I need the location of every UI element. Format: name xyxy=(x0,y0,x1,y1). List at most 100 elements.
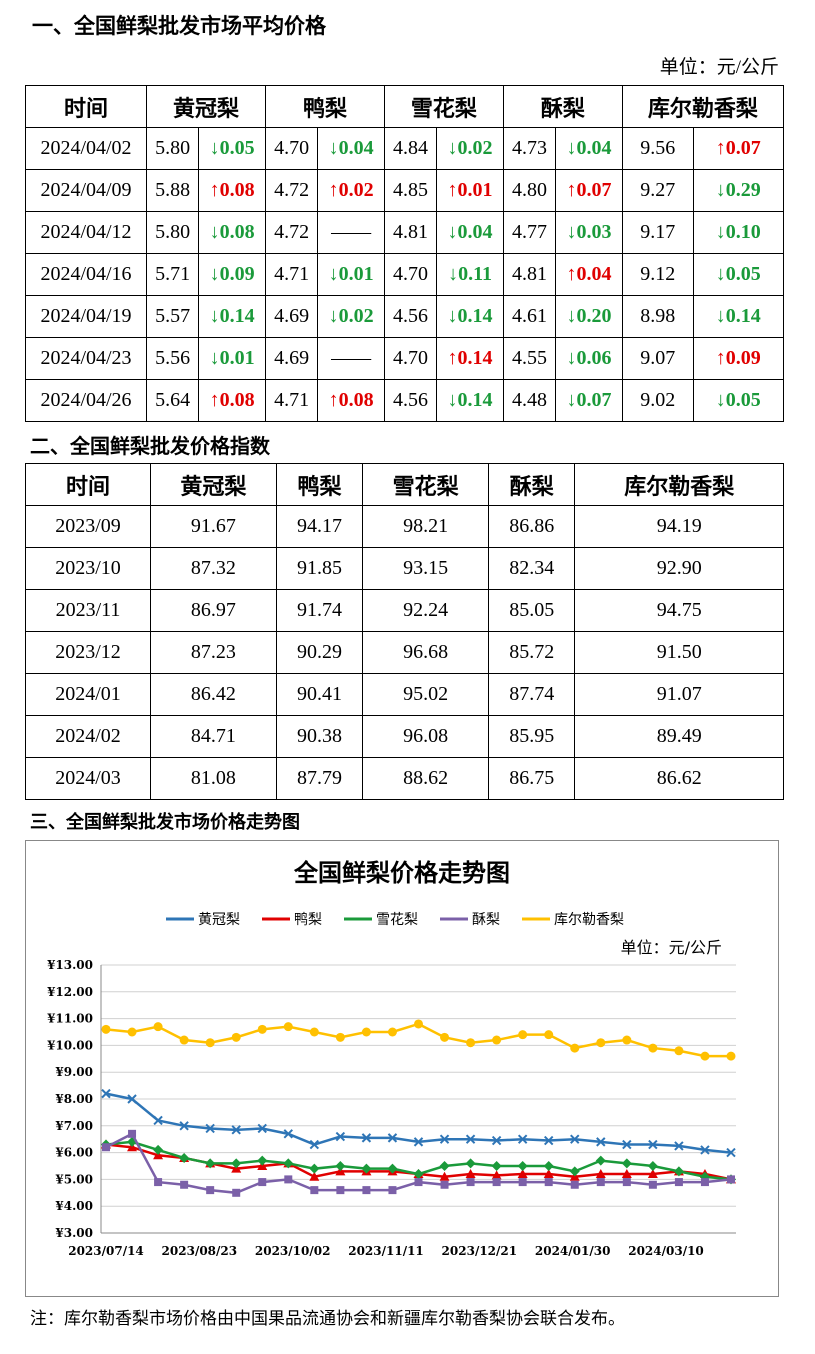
y-tick-label: ¥13.00 xyxy=(47,958,93,972)
index-cell: 85.05 xyxy=(488,589,576,632)
table1-header-row: 时间 黄冠梨 鸭梨 雪花梨 酥梨 库尔勒香梨 xyxy=(25,85,785,128)
data-point xyxy=(570,1134,580,1144)
change-cell: ↑0.14 xyxy=(436,337,504,380)
change-value: ↓0.10 xyxy=(715,221,761,243)
table-row: 2024/04/12 5.80 ↓0.08 4.72 —— 4.81 ↓0.04 4.77 ↓0… xyxy=(25,211,785,254)
data-point xyxy=(283,1129,293,1139)
y-tick-label: ¥12.00 xyxy=(47,985,93,999)
data-point xyxy=(727,1175,735,1184)
change-cell: ↓0.01 xyxy=(317,253,385,296)
data-point xyxy=(647,1169,658,1179)
data-point xyxy=(387,1163,398,1174)
index-cell: 89.49 xyxy=(574,715,784,758)
index-cell: 2023/12 xyxy=(25,631,151,674)
index-cell: 2023/11 xyxy=(25,589,151,632)
change-cell: ↓0.10 xyxy=(692,211,785,254)
change-cell: ↓0.04 xyxy=(436,211,504,254)
data-point xyxy=(284,1175,293,1184)
table-row: 2024/04/26 5.64 ↑0.08 4.71 ↑0.08 4.56 ↓0.14 4.4… xyxy=(25,379,785,422)
data-point xyxy=(309,1027,319,1037)
data-point xyxy=(362,1186,371,1195)
data-point xyxy=(726,1147,736,1158)
index-cell: 87.74 xyxy=(488,673,576,716)
data-point xyxy=(387,1133,398,1143)
change-value: ↓0.05 xyxy=(209,137,255,159)
change-cell: —— xyxy=(317,337,385,380)
change-value: ↓0.11 xyxy=(448,263,492,285)
price-cell: 4.81 xyxy=(383,211,438,254)
x-tick-label: 2023/11/11 xyxy=(348,1244,424,1258)
change-cell: ↓0.01 xyxy=(198,337,266,380)
data-point xyxy=(310,1186,319,1195)
svg-text:黄冠梨: 黄冠梨 xyxy=(198,911,240,928)
series-line xyxy=(105,1092,732,1154)
change-cell: ↑0.08 xyxy=(198,169,266,212)
x-tick-label: 2023/10/02 xyxy=(255,1244,331,1258)
data-point xyxy=(544,1178,553,1187)
data-point xyxy=(440,1180,449,1189)
index-cell: 95.02 xyxy=(362,673,490,716)
y-tick-label: ¥11.00 xyxy=(47,1012,93,1026)
section1-unit: 单位：元/公斤 xyxy=(659,57,779,78)
data-point xyxy=(491,1170,502,1180)
change-value: ↓0.04 xyxy=(447,221,493,243)
price-cell: 4.73 xyxy=(502,127,557,170)
index-cell: 94.19 xyxy=(574,505,784,548)
price-cell: 4.69 xyxy=(264,337,319,380)
index-cell: 85.72 xyxy=(488,631,576,674)
data-point xyxy=(205,1038,215,1048)
data-point xyxy=(413,1169,424,1180)
table-row: 2024/04/16 5.71 ↓0.09 4.71 ↓0.01 4.70 ↓0.11 4.8… xyxy=(25,253,785,296)
change-value: ↑0.04 xyxy=(566,263,612,285)
change-cell: ↓0.08 xyxy=(198,211,266,254)
data-point xyxy=(596,1137,606,1147)
index-cell: 92.90 xyxy=(574,547,784,590)
data-point xyxy=(569,1166,580,1177)
price-cell: 4.70 xyxy=(383,253,438,296)
index-cell: 98.21 xyxy=(362,505,490,548)
x-tick-label: 2023/08/23 xyxy=(162,1244,238,1258)
index-cell: 94.17 xyxy=(275,505,364,548)
change-cell: —— xyxy=(317,211,385,254)
data-point xyxy=(622,1178,631,1187)
change-value: ↑0.14 xyxy=(447,347,493,369)
index-cell: 91.74 xyxy=(275,589,364,632)
price-cell: 4.72 xyxy=(264,211,319,254)
price-cell: 5.80 xyxy=(145,127,200,170)
y-tick-label: ¥10.00 xyxy=(47,1038,93,1052)
price-cell: 8.98 xyxy=(621,295,694,338)
data-point xyxy=(596,1038,606,1048)
index-cell: 86.42 xyxy=(150,673,277,716)
data-point xyxy=(674,1178,683,1187)
price-cell: 4.85 xyxy=(383,169,438,212)
data-point xyxy=(543,1169,554,1179)
index-cell: 81.08 xyxy=(150,757,277,800)
price-cell: 4.48 xyxy=(502,379,557,422)
change-cell: ↓0.14 xyxy=(436,295,504,338)
table1-header-cell: 雪花梨 xyxy=(383,85,504,128)
data-point xyxy=(361,1133,372,1143)
legend-item: 库尔勒香梨 xyxy=(522,912,624,928)
x-tick-label: 2024/01/30 xyxy=(535,1244,611,1258)
data-point xyxy=(257,1024,267,1034)
price-cell: 9.02 xyxy=(621,379,694,422)
y-tick-label: ¥9.00 xyxy=(55,1065,93,1079)
svg-text:库尔勒香梨: 库尔勒香梨 xyxy=(554,912,624,928)
change-cell: ↓0.03 xyxy=(555,211,623,254)
change-value: ↓0.04 xyxy=(328,137,374,159)
change-value: ↓0.08 xyxy=(209,221,255,243)
x-tick-label: 2023/12/21 xyxy=(442,1244,518,1258)
price-cell: 9.07 xyxy=(621,337,694,380)
data-point xyxy=(101,1024,111,1034)
y-tick-label: ¥3.00 xyxy=(55,1226,93,1240)
change-cell: ↑0.07 xyxy=(692,127,785,170)
data-point xyxy=(648,1180,657,1189)
change-value: ↑0.08 xyxy=(209,389,255,411)
index-cell: 96.08 xyxy=(362,715,490,758)
data-point xyxy=(153,1115,163,1126)
legend-item: 酥梨 xyxy=(440,912,500,928)
change-cell: ↓0.14 xyxy=(692,295,785,338)
price-cell: 4.56 xyxy=(383,295,438,338)
price-cell: 4.69 xyxy=(264,295,319,338)
index-cell: 86.97 xyxy=(150,589,277,632)
